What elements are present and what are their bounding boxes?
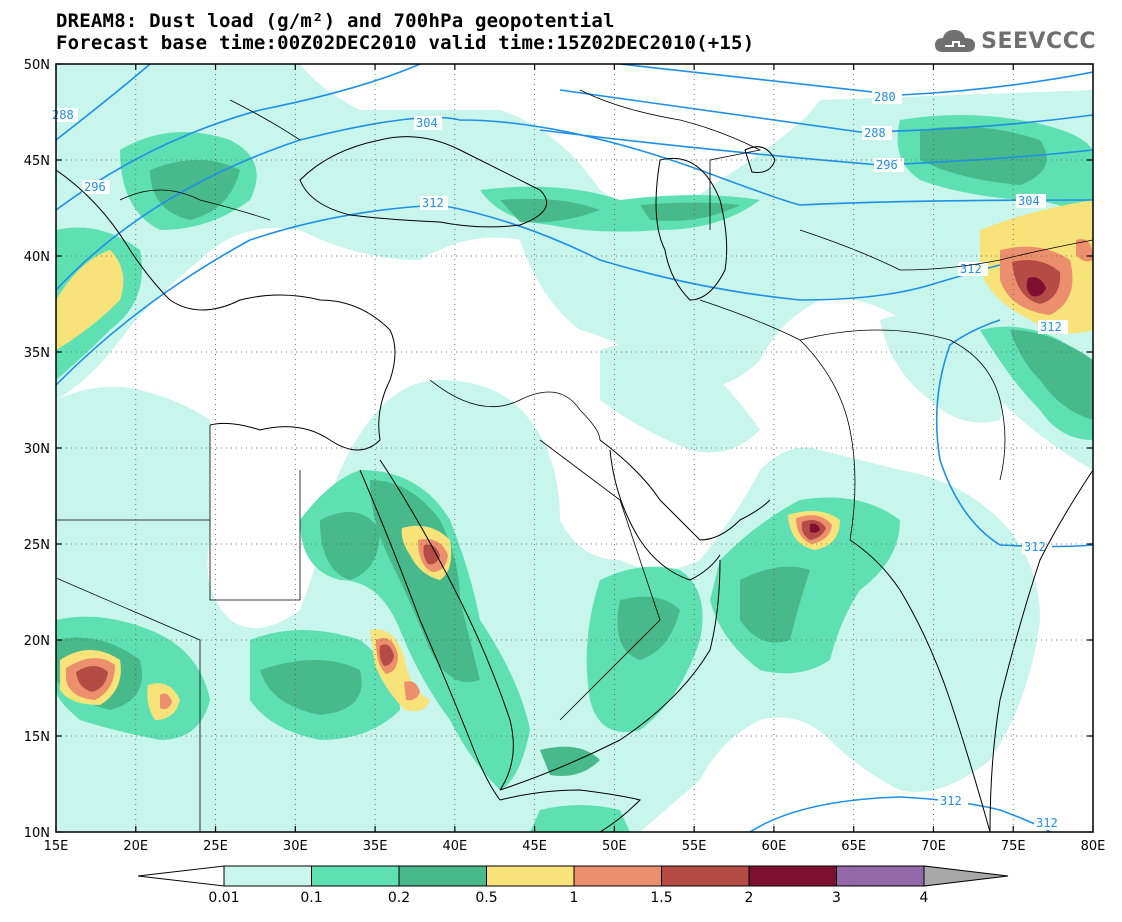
lon-tick-label: 30E xyxy=(283,839,308,854)
logo-text: SEEVCCC xyxy=(981,28,1096,54)
colorbar-label: 0.2 xyxy=(387,890,411,906)
contour-label-296-e: 296 xyxy=(876,158,898,172)
contour-label-288-e: 288 xyxy=(864,126,886,140)
lon-tick-label: 80E xyxy=(1081,839,1106,854)
colorbar-label: 3 xyxy=(832,890,841,906)
map-subtitle: Forecast base time:00Z02DEC2010 valid ti… xyxy=(56,32,755,54)
contour-label-312-east: 312 xyxy=(1040,320,1062,334)
colorbar-swatch xyxy=(486,865,575,887)
mediterranean-coast xyxy=(56,169,396,451)
colorbar-label: 0.01 xyxy=(208,890,240,906)
contour-label-296-w: 296 xyxy=(84,180,106,194)
contour-label-312-w: 312 xyxy=(422,196,444,210)
pakistan-borders xyxy=(799,329,1006,481)
contour-288-east xyxy=(559,89,1093,133)
india-west-coast xyxy=(849,539,991,832)
colorbar-label: 2 xyxy=(744,890,754,906)
contour-label-312-bottom: 312 xyxy=(940,794,962,808)
colorbar-label: 0.5 xyxy=(475,890,498,906)
arabian-east-coast xyxy=(609,449,721,581)
cloud-icon xyxy=(935,30,976,52)
lon-tick-label: 40E xyxy=(442,839,467,854)
colorbar xyxy=(137,865,1009,887)
red-sea-east-coast xyxy=(379,459,514,791)
aral-sea-coast xyxy=(744,146,776,173)
syria-iraq-borders xyxy=(429,379,601,441)
lat-tick-label: 30N xyxy=(24,442,50,457)
lat-tick-label: 20N xyxy=(24,634,50,649)
lon-tick-label: 35E xyxy=(363,839,388,854)
lat-tick-label: 15N xyxy=(24,730,50,745)
colorbar-label: 1.5 xyxy=(650,890,673,906)
lon-tick-label: 20E xyxy=(123,839,148,854)
axis-ticks: 15E 20E 25E 30E 35E 40E 45E 50E 55E 60E 65E 70E 75E 8… xyxy=(24,58,1106,854)
lon-tick-label: 45E xyxy=(522,839,547,854)
iran-afghan-borders xyxy=(699,299,856,541)
lat-tick-label: 10N xyxy=(24,826,50,841)
lon-tick-label: 15E xyxy=(44,839,69,854)
contour-296-east xyxy=(539,129,1093,166)
red-sea-west-coast xyxy=(359,469,501,801)
colorbar-swatch xyxy=(223,865,312,887)
colorbar-label: 1 xyxy=(569,890,579,906)
geopotential-contours xyxy=(56,64,1093,832)
india-east-coast xyxy=(989,469,1093,832)
contour-304 xyxy=(56,116,1093,291)
lon-tick-label: 70E xyxy=(921,839,946,854)
caspian-sea-coast xyxy=(655,157,728,301)
colorbar-swatch xyxy=(311,865,400,887)
colorbar-under-arrow xyxy=(137,865,225,887)
coastlines-borders xyxy=(56,89,1093,832)
colorbar-swatch xyxy=(836,865,925,887)
horn-of-africa-coast xyxy=(499,789,641,832)
persian-gulf-coast xyxy=(599,439,771,541)
saudi-borders xyxy=(539,439,661,721)
colorbar-label: 4 xyxy=(919,890,929,906)
lat-tick-label: 35N xyxy=(24,346,50,361)
contour-288-west xyxy=(56,64,151,141)
contour-label-312-corner: 312 xyxy=(1036,816,1058,830)
seevccc-logo: SEEVCCC xyxy=(933,24,1096,58)
balkan-borders xyxy=(119,99,301,221)
lon-tick-label: 60E xyxy=(762,839,787,854)
colorbar-swatch xyxy=(748,865,837,887)
colorbar-over-arrow xyxy=(923,865,1009,887)
black-sea-coast xyxy=(299,136,548,228)
contour-label-288-w: 288 xyxy=(52,108,74,122)
lat-tick-label: 45N xyxy=(24,154,50,169)
contour-label-312-south: 312 xyxy=(1024,540,1046,554)
north-africa-borders xyxy=(56,425,301,601)
lon-tick-label: 25E xyxy=(203,839,228,854)
colorbar-label: 0.1 xyxy=(300,890,323,906)
colorbar-swatch xyxy=(573,865,662,887)
lon-tick-label: 75E xyxy=(1001,839,1026,854)
contour-312 xyxy=(56,204,1001,386)
arabia-south-coast xyxy=(499,559,721,791)
lon-tick-label: 65E xyxy=(841,839,866,854)
kazakh-borders xyxy=(579,89,762,230)
colorbar-swatch xyxy=(398,865,487,887)
lon-tick-label: 50E xyxy=(602,839,627,854)
lat-tick-label: 25N xyxy=(24,538,50,553)
dust-level-2 xyxy=(810,277,1046,533)
contour-label-304-e: 304 xyxy=(1018,194,1040,208)
grid-lines xyxy=(56,64,1093,832)
contour-label-304-w: 304 xyxy=(416,116,438,130)
contour-312-bottom xyxy=(749,796,1051,832)
lat-tick-label: 40N xyxy=(24,250,50,265)
contour-label-280: 280 xyxy=(874,90,896,104)
colorbar-swatch xyxy=(661,865,750,887)
chad-borders xyxy=(56,577,201,832)
lat-tick-label: 50N xyxy=(24,58,50,73)
map-title: DREAM8: Dust load (g/m²) and 700hPa geop… xyxy=(56,10,615,32)
lon-tick-label: 55E xyxy=(682,839,707,854)
